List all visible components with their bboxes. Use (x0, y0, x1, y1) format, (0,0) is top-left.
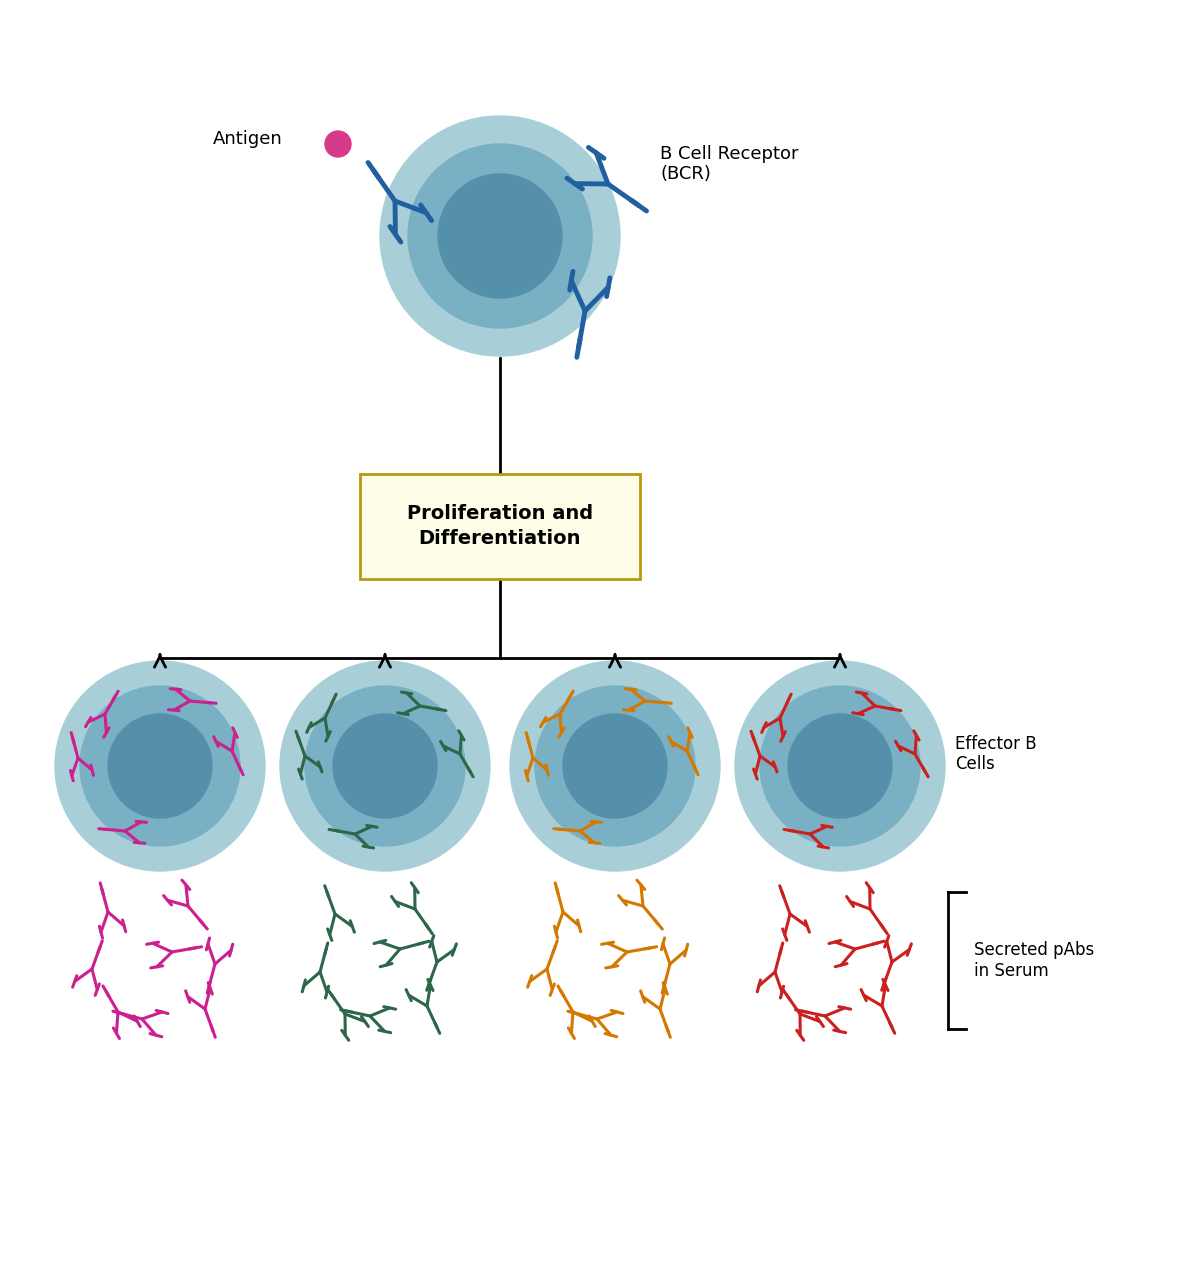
Circle shape (788, 714, 892, 818)
Circle shape (438, 174, 562, 298)
Text: Proliferation and
Differentiation: Proliferation and Differentiation (407, 504, 593, 548)
Circle shape (280, 661, 490, 871)
Circle shape (563, 714, 667, 818)
Text: Secreted pAbs
in Serum: Secreted pAbs in Serum (974, 941, 1094, 980)
Circle shape (408, 144, 592, 328)
Circle shape (108, 714, 212, 818)
Circle shape (734, 661, 946, 871)
Circle shape (80, 685, 240, 846)
Circle shape (325, 131, 352, 157)
FancyBboxPatch shape (360, 473, 640, 579)
Text: B Cell Receptor
(BCR): B Cell Receptor (BCR) (660, 144, 798, 184)
Circle shape (535, 685, 695, 846)
Circle shape (305, 685, 466, 846)
Circle shape (760, 685, 920, 846)
Circle shape (334, 714, 437, 818)
Text: Antigen: Antigen (214, 130, 283, 148)
Text: Effector B
Cells: Effector B Cells (955, 734, 1037, 773)
Circle shape (380, 116, 620, 356)
Circle shape (510, 661, 720, 871)
Circle shape (55, 661, 265, 871)
